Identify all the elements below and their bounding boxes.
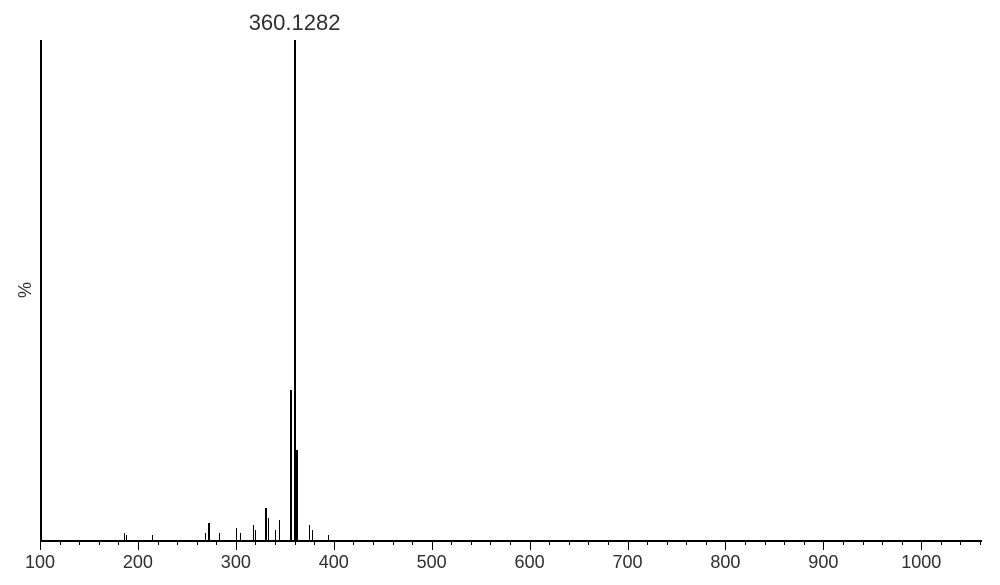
x-minor-tick: [667, 540, 668, 545]
x-minor-tick: [804, 540, 805, 545]
x-minor-tick: [177, 540, 178, 545]
spectrum-peak: [152, 535, 153, 540]
spectrum-peak: [296, 450, 298, 540]
x-minor-tick: [765, 540, 766, 545]
x-minor-tick: [980, 540, 981, 545]
x-tick-label: 200: [123, 552, 153, 573]
spectrum-peak: [126, 535, 127, 540]
x-minor-tick: [960, 540, 961, 545]
spectrum-peak: [290, 390, 292, 540]
x-tick-label: 1000: [901, 552, 941, 573]
x-minor-tick: [902, 540, 903, 545]
x-minor-tick: [99, 540, 100, 545]
x-minor-tick: [451, 540, 452, 545]
plot-area: [40, 40, 982, 542]
spectrum-peak: [208, 523, 210, 541]
x-tick-label: 700: [612, 552, 642, 573]
x-minor-tick: [275, 540, 276, 545]
x-major-tick: [236, 540, 237, 550]
y-axis-label: %: [15, 282, 36, 298]
x-minor-tick: [60, 540, 61, 545]
spectrum-peak: [253, 525, 254, 540]
x-tick-label: 900: [808, 552, 838, 573]
x-major-tick: [628, 540, 629, 550]
spectrum-peak: [255, 530, 256, 540]
x-minor-tick: [863, 540, 864, 545]
x-tick-label: 500: [417, 552, 447, 573]
x-minor-tick: [745, 540, 746, 545]
x-minor-tick: [941, 540, 942, 545]
x-minor-tick: [393, 540, 394, 545]
spectrum-peak: [236, 528, 237, 541]
x-minor-tick: [608, 540, 609, 545]
x-tick-label: 300: [221, 552, 251, 573]
x-major-tick: [432, 540, 433, 550]
x-minor-tick: [216, 540, 217, 545]
x-major-tick: [334, 540, 335, 550]
x-minor-tick: [706, 540, 707, 545]
mass-spectrum-chart: 360.1282 % 100 200 300 400 500 600 700 800 900 10…: [0, 0, 1000, 585]
x-tick-label: 100: [25, 552, 55, 573]
x-minor-tick: [549, 540, 550, 545]
x-minor-tick: [471, 540, 472, 545]
x-tick-label: 600: [515, 552, 545, 573]
x-major-tick: [823, 540, 824, 550]
x-minor-tick: [647, 540, 648, 545]
x-minor-tick: [412, 540, 413, 545]
spectrum-peak: [124, 533, 125, 541]
x-minor-tick: [295, 540, 296, 545]
x-minor-tick: [255, 540, 256, 545]
spectrum-peak: [240, 533, 241, 541]
spectrum-peak: [279, 520, 280, 540]
spectrum-peak: [219, 533, 220, 541]
x-major-tick: [40, 540, 41, 550]
x-minor-tick: [569, 540, 570, 545]
x-minor-tick: [784, 540, 785, 545]
x-minor-tick: [118, 540, 119, 545]
x-minor-tick: [373, 540, 374, 545]
spectrum-peak: [268, 518, 269, 541]
x-minor-tick: [882, 540, 883, 545]
spectrum-peak: [275, 530, 276, 540]
x-tick-label: 800: [710, 552, 740, 573]
x-minor-tick: [353, 540, 354, 545]
spectrum-peak: [309, 525, 310, 540]
spectrum-peak: [312, 530, 313, 540]
spectrum-peak: [205, 533, 206, 541]
spectrum-peak: [328, 535, 329, 540]
x-minor-tick: [588, 540, 589, 545]
x-major-tick: [530, 540, 531, 550]
x-major-tick: [921, 540, 922, 550]
x-minor-tick: [197, 540, 198, 545]
x-minor-tick: [510, 540, 511, 545]
x-minor-tick: [490, 540, 491, 545]
x-major-tick: [138, 540, 139, 550]
x-minor-tick: [843, 540, 844, 545]
x-minor-tick: [314, 540, 315, 545]
x-minor-tick: [686, 540, 687, 545]
x-major-tick: [725, 540, 726, 550]
base-peak-label: 360.1282: [249, 10, 341, 36]
x-minor-tick: [158, 540, 159, 545]
x-tick-label: 400: [319, 552, 349, 573]
x-minor-tick: [79, 540, 80, 545]
